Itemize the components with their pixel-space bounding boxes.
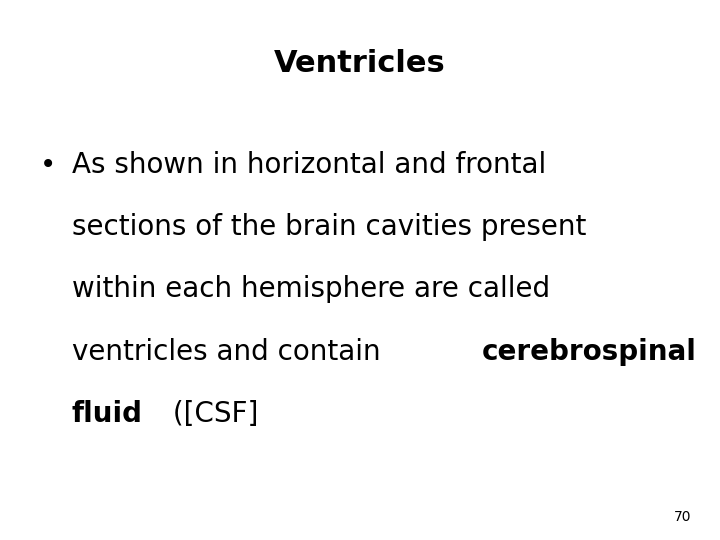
Text: fluid: fluid — [72, 400, 143, 428]
Text: sections of the brain cavities present: sections of the brain cavities present — [72, 213, 586, 241]
Text: ventricles and contain: ventricles and contain — [72, 338, 390, 366]
Text: Ventricles: Ventricles — [274, 49, 446, 78]
Text: As shown in horizontal and frontal: As shown in horizontal and frontal — [72, 151, 546, 179]
Text: •: • — [40, 151, 56, 179]
Text: within each hemisphere are called: within each hemisphere are called — [72, 275, 550, 303]
Text: ([CSF]: ([CSF] — [163, 400, 258, 428]
Text: cerebrospinal: cerebrospinal — [482, 338, 696, 366]
Text: 70: 70 — [674, 510, 691, 524]
